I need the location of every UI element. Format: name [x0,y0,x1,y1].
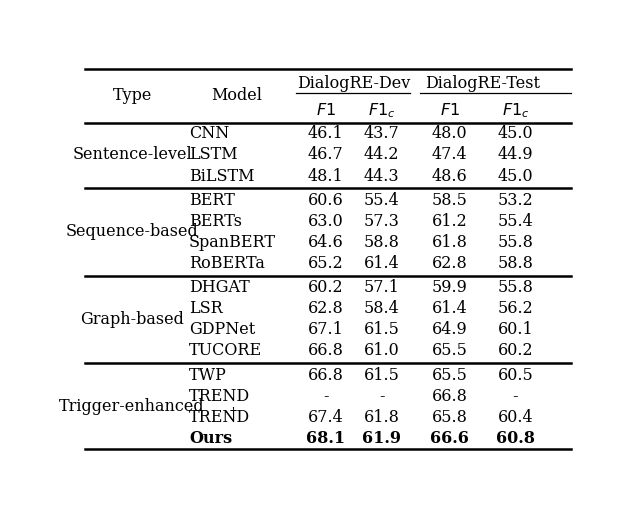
Text: 47.4: 47.4 [432,147,467,163]
Text: 61.4: 61.4 [431,300,467,317]
Text: $F1$$_c$: $F1$$_c$ [502,101,529,120]
Text: 64.6: 64.6 [308,234,344,251]
Text: 65.8: 65.8 [431,409,467,426]
Text: 59.9: 59.9 [431,279,467,296]
Text: 61.0: 61.0 [364,342,399,359]
Text: Sequence-based: Sequence-based [66,223,198,240]
Text: SpanBERT: SpanBERT [189,234,276,251]
Text: 61.5: 61.5 [364,321,399,338]
Text: BERTs: BERTs [189,213,242,230]
Text: $F1$: $F1$ [440,102,460,119]
Text: 48.1: 48.1 [308,167,344,185]
Text: 53.2: 53.2 [498,192,533,209]
Text: 44.9: 44.9 [498,147,533,163]
Text: 48.0: 48.0 [432,125,467,142]
Text: 60.1: 60.1 [498,321,533,338]
Text: Sentence-level: Sentence-level [72,147,192,163]
Text: 60.4: 60.4 [498,409,533,426]
Text: 63.0: 63.0 [308,213,344,230]
Text: †: † [230,407,237,421]
Text: BiLSTM: BiLSTM [189,167,255,185]
Text: LSTM: LSTM [189,147,237,163]
Text: DialogRE-Test: DialogRE-Test [425,75,540,92]
Text: 57.3: 57.3 [364,213,399,230]
Text: 61.8: 61.8 [431,234,467,251]
Text: 46.1: 46.1 [308,125,344,142]
Text: 66.6: 66.6 [430,430,469,447]
Text: 48.6: 48.6 [431,167,467,185]
Text: 66.8: 66.8 [308,367,344,384]
Text: Ours: Ours [189,430,232,447]
Text: 61.5: 61.5 [364,367,399,384]
Text: 43.7: 43.7 [364,125,399,142]
Text: 60.8: 60.8 [496,430,535,447]
Text: Type: Type [113,88,152,104]
Text: 61.2: 61.2 [431,213,467,230]
Text: 60.2: 60.2 [308,279,343,296]
Text: LSR: LSR [189,300,223,317]
Text: 55.8: 55.8 [497,279,533,296]
Text: TREND: TREND [189,409,250,426]
Text: 58.8: 58.8 [497,255,533,272]
Text: -: - [323,388,328,405]
Text: 68.1: 68.1 [306,430,345,447]
Text: TUCORE: TUCORE [189,342,262,359]
Text: 66.8: 66.8 [308,342,344,359]
Text: 67.4: 67.4 [308,409,344,426]
Text: -: - [379,388,384,405]
Text: 44.3: 44.3 [364,167,399,185]
Text: 55.8: 55.8 [497,234,533,251]
Text: 57.1: 57.1 [364,279,399,296]
Text: 56.2: 56.2 [498,300,533,317]
Text: $F1$$_c$: $F1$$_c$ [368,101,396,120]
Text: DialogRE-Dev: DialogRE-Dev [297,75,410,92]
Text: Graph-based: Graph-based [80,311,184,328]
Text: 65.5: 65.5 [431,367,467,384]
Text: 60.6: 60.6 [308,192,344,209]
Text: 58.8: 58.8 [364,234,399,251]
Text: 62.8: 62.8 [431,255,467,272]
Text: CNN: CNN [189,125,229,142]
Text: 62.8: 62.8 [308,300,344,317]
Text: 58.5: 58.5 [431,192,467,209]
Text: 61.8: 61.8 [364,409,399,426]
Text: GDPNet: GDPNet [189,321,255,338]
Text: DHGAT: DHGAT [189,279,250,296]
Text: 64.9: 64.9 [431,321,467,338]
Text: 55.4: 55.4 [498,213,533,230]
Text: 61.9: 61.9 [362,430,401,447]
Text: 44.2: 44.2 [364,147,399,163]
Text: 45.0: 45.0 [498,167,533,185]
Text: Trigger-enhanced: Trigger-enhanced [60,398,205,415]
Text: 65.5: 65.5 [431,342,467,359]
Text: TREND: TREND [189,388,250,405]
Text: TWP: TWP [189,367,227,384]
Text: 55.4: 55.4 [364,192,399,209]
Text: 65.2: 65.2 [308,255,344,272]
Text: 46.7: 46.7 [308,147,344,163]
Text: 66.8: 66.8 [431,388,467,405]
Text: 45.0: 45.0 [498,125,533,142]
Text: 61.4: 61.4 [364,255,399,272]
Text: RoBERTa: RoBERTa [189,255,265,272]
Text: 58.4: 58.4 [364,300,399,317]
Text: BERT: BERT [189,192,235,209]
Text: -: - [513,388,518,405]
Text: $F1$: $F1$ [316,102,335,119]
Text: 67.1: 67.1 [308,321,344,338]
Text: 60.2: 60.2 [498,342,533,359]
Text: 60.5: 60.5 [498,367,533,384]
Text: Model: Model [211,88,262,104]
